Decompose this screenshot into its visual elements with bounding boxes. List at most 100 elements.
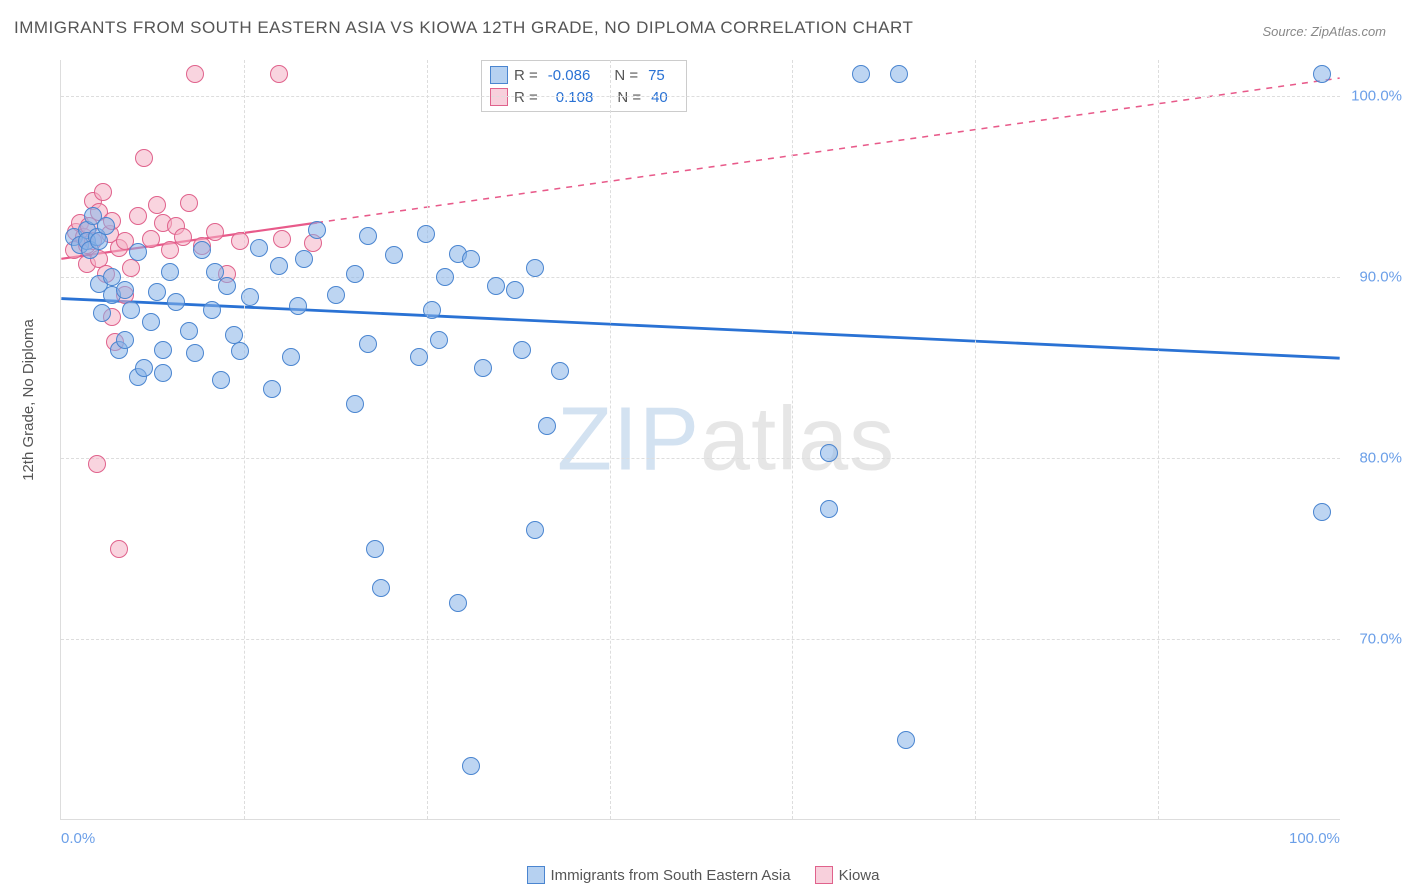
data-point	[186, 65, 204, 83]
data-point	[174, 228, 192, 246]
legend-label-b: Kiowa	[839, 867, 880, 884]
xtick-label: 0.0%	[61, 830, 95, 847]
data-point	[135, 359, 153, 377]
data-point	[436, 268, 454, 286]
legend-n-label: N =	[614, 67, 638, 84]
correlation-legend: R = -0.086 N = 75 R = 0.108 N = 40	[481, 60, 687, 112]
data-point	[273, 230, 291, 248]
data-point	[346, 265, 364, 283]
data-point	[474, 359, 492, 377]
data-point	[180, 194, 198, 212]
gridline-v	[792, 60, 793, 819]
data-point	[270, 257, 288, 275]
data-point	[513, 341, 531, 359]
legend-r-label: R =	[514, 67, 538, 84]
gridline-v	[1158, 60, 1159, 819]
xtick-label: 100.0%	[1289, 830, 1340, 847]
data-point	[820, 444, 838, 462]
data-point	[289, 297, 307, 315]
chart-title: IMMIGRANTS FROM SOUTH EASTERN ASIA VS KI…	[14, 18, 913, 38]
gridline-h	[61, 96, 1340, 97]
gridline-h	[61, 458, 1340, 459]
gridline-v	[244, 60, 245, 819]
data-point	[148, 283, 166, 301]
series-legend: Immigrants from South Eastern Asia Kiowa	[0, 866, 1406, 884]
gridline-v	[975, 60, 976, 819]
data-point	[122, 259, 140, 277]
data-point	[417, 225, 435, 243]
data-point	[410, 348, 428, 366]
data-point	[327, 286, 345, 304]
ytick-label: 100.0%	[1347, 88, 1402, 105]
data-point	[167, 293, 185, 311]
data-point	[88, 455, 106, 473]
data-point	[186, 344, 204, 362]
data-point	[538, 417, 556, 435]
data-point	[526, 521, 544, 539]
data-point	[129, 207, 147, 225]
legend-swatch-blue	[490, 66, 508, 84]
data-point	[462, 757, 480, 775]
trend-lines-layer	[61, 60, 1340, 819]
legend-row-a: R = -0.086 N = 75	[490, 64, 672, 86]
data-point	[385, 246, 403, 264]
gridline-h	[61, 639, 1340, 640]
data-point	[250, 239, 268, 257]
data-point	[890, 65, 908, 83]
ytick-label: 70.0%	[1347, 631, 1402, 648]
data-point	[462, 250, 480, 268]
data-point	[154, 341, 172, 359]
data-point	[193, 241, 211, 259]
data-point	[206, 263, 224, 281]
data-point	[218, 277, 236, 295]
data-point	[116, 281, 134, 299]
data-point	[206, 223, 224, 241]
data-point	[346, 395, 364, 413]
data-point	[295, 250, 313, 268]
data-point	[263, 380, 281, 398]
data-point	[1313, 65, 1331, 83]
gridline-v	[427, 60, 428, 819]
data-point	[142, 313, 160, 331]
data-point	[180, 322, 198, 340]
legend-r-value-a: -0.086	[544, 67, 595, 84]
data-point	[148, 196, 166, 214]
data-point	[122, 301, 140, 319]
data-point	[430, 331, 448, 349]
data-point	[487, 277, 505, 295]
data-point	[97, 217, 115, 235]
data-point	[308, 221, 326, 239]
data-point	[551, 362, 569, 380]
legend-swatch-blue	[527, 866, 545, 884]
data-point	[241, 288, 259, 306]
y-axis-label: 12th Grade, No Diploma	[20, 319, 37, 481]
data-point	[110, 540, 128, 558]
data-point	[231, 232, 249, 250]
source-attribution: Source: ZipAtlas.com	[1262, 24, 1386, 39]
data-point	[1313, 503, 1331, 521]
gridline-h	[61, 277, 1340, 278]
data-point	[820, 500, 838, 518]
data-point	[852, 65, 870, 83]
data-point	[366, 540, 384, 558]
data-point	[270, 65, 288, 83]
data-point	[506, 281, 524, 299]
data-point	[161, 263, 179, 281]
data-point	[212, 371, 230, 389]
data-point	[423, 301, 441, 319]
data-point	[897, 731, 915, 749]
data-point	[449, 594, 467, 612]
ytick-label: 90.0%	[1347, 269, 1402, 286]
data-point	[282, 348, 300, 366]
data-point	[359, 335, 377, 353]
watermark: ZIPatlas	[557, 388, 895, 491]
legend-swatch-pink	[815, 866, 833, 884]
data-point	[129, 243, 147, 261]
data-point	[231, 342, 249, 360]
legend-label-a: Immigrants from South Eastern Asia	[551, 867, 791, 884]
data-point	[93, 304, 111, 322]
data-point	[116, 331, 134, 349]
data-point	[526, 259, 544, 277]
legend-item-b: Kiowa	[815, 866, 880, 884]
data-point	[203, 301, 221, 319]
